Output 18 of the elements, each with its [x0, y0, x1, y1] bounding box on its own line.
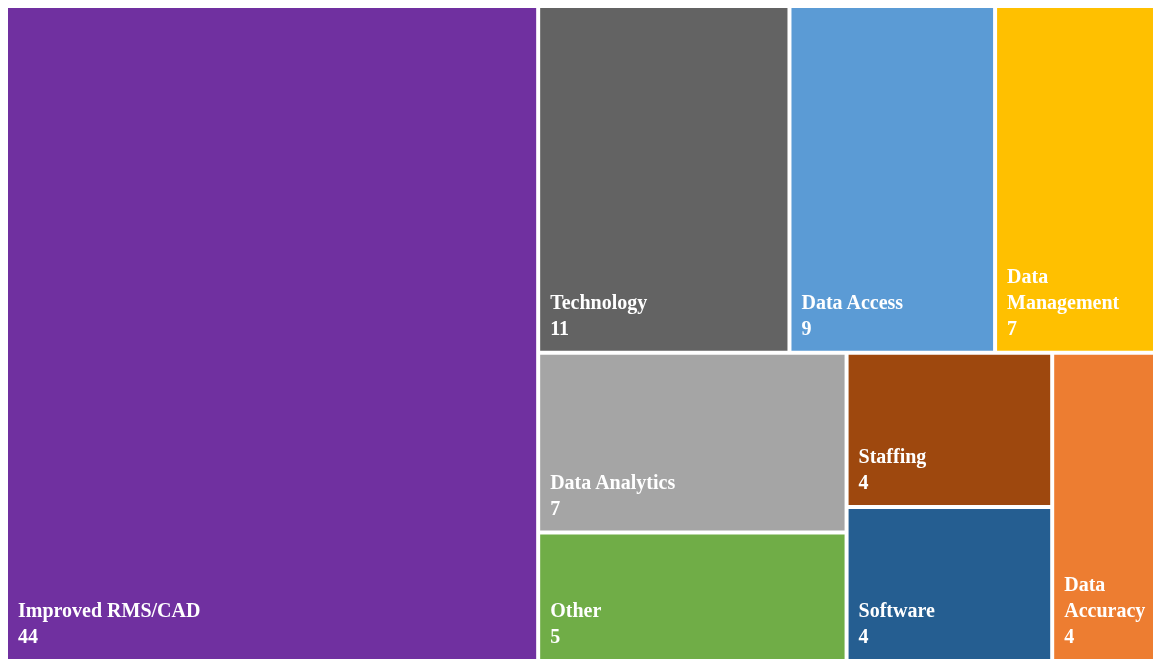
category-label: Data Management [1007, 264, 1120, 314]
category-label: Software [858, 599, 935, 621]
data-label: 5 [550, 625, 561, 647]
data-label: 4 [1064, 625, 1075, 647]
category-label: Improved RMS/CAD [18, 599, 201, 622]
category-label: Data Accuracy [1064, 573, 1146, 622]
data-label: 11 [550, 316, 570, 339]
data-label: 9 [801, 316, 812, 339]
data-label: 44 [18, 625, 38, 647]
category-label: Data Analytics [550, 470, 676, 494]
category-label: Technology [550, 290, 648, 314]
category-label: Staffing [858, 444, 927, 468]
data-label: 7 [1007, 316, 1018, 339]
data-label: 7 [550, 496, 561, 519]
data-label: 4 [858, 470, 869, 493]
category-label: Other [550, 599, 602, 621]
category-label: Data Access [801, 290, 904, 313]
data-label: 4 [858, 625, 869, 647]
